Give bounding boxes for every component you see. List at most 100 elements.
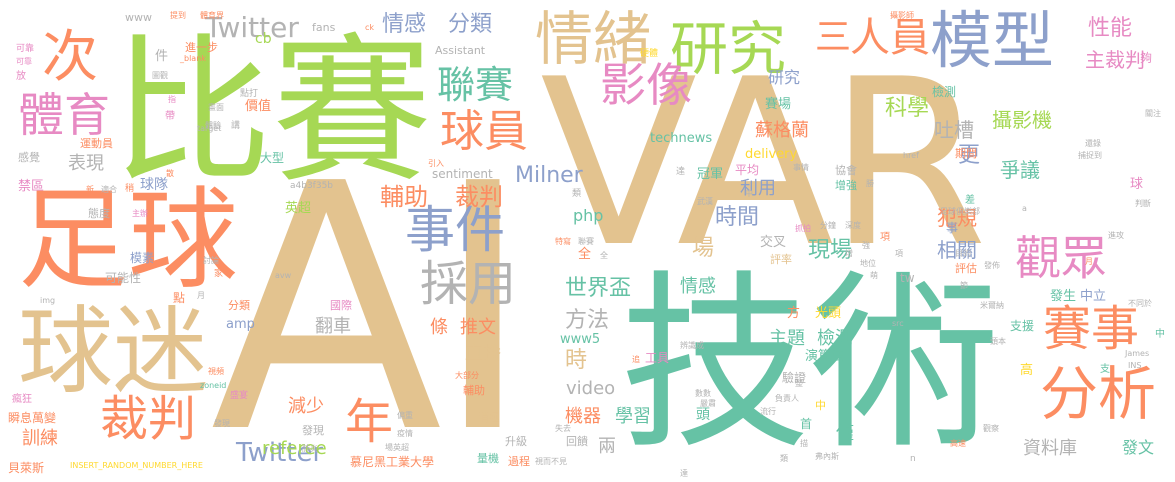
word-dian: 點 [173, 291, 186, 305]
word-shierbujian: 視而不見 [535, 457, 567, 466]
word-ai: AI [210, 112, 533, 482]
word-jiqi: 機器 [565, 406, 601, 427]
word-fang: 方 [787, 306, 801, 321]
word-qijian: 期間 [955, 147, 977, 160]
word-shihe: 適合 [101, 185, 117, 194]
word-n: n [910, 454, 916, 464]
word-kenengxing: 可能性 [105, 271, 142, 285]
word-jian: 件 [155, 49, 169, 64]
word-zhiyuan: 支援 [1010, 319, 1035, 333]
word-caipan-small: 裁判 [455, 183, 503, 211]
word-fenzhong: 分鐘 [820, 221, 836, 230]
word-qinggan-2: 情感 [680, 276, 716, 297]
word-biaoxian: 表現 [68, 153, 104, 174]
word-fans: fans [312, 21, 336, 34]
word-feiyan: 肺炎 [302, 444, 318, 453]
word-yingxiang: 影像 [600, 58, 692, 112]
word-guangtou: 光頭 [815, 306, 842, 321]
word-zhong: 中 [815, 399, 826, 412]
word-zuqiujulebu: 足球俱樂部 [940, 207, 980, 216]
word-pinggu: 評估 [955, 262, 977, 275]
word-shunxi: 瞬息萬變 [8, 411, 57, 425]
word-shijiebei: 世界盃 [565, 276, 632, 301]
word-munich-tu: 慕尼黑工業大學 [350, 455, 435, 469]
word-gaosu: 高速 [950, 439, 966, 448]
word-fenlei-small: 分類 [228, 299, 250, 312]
word-taidu: 態度 [88, 207, 110, 220]
word-panduan: 判斷 [1135, 199, 1151, 208]
word-xiangguan: 相關 [937, 238, 977, 262]
word-zengqiang: 增強 [835, 179, 857, 192]
word-qiudui: 球隊 [140, 177, 168, 193]
word-shijian-time: 時間 [715, 205, 760, 230]
word-tidao: 提到 [170, 11, 186, 20]
word-huikui: 回饋 [566, 435, 588, 448]
word-sugelan: 蘇格蘭 [755, 120, 809, 141]
word-guoji: 國際 [330, 299, 352, 312]
word-yiqing: 疫情 [397, 429, 413, 438]
word-xuexi: 學習 [615, 406, 651, 427]
word-quan-small: 全 [600, 251, 608, 260]
word-huamian: 畫面 [208, 103, 224, 112]
word-tw: tw [900, 271, 915, 285]
word-tucao: 吐槽 [934, 118, 974, 142]
word-ins: INS [1128, 361, 1142, 370]
word-qiang: 強 [862, 241, 870, 250]
word-geng: 更 [958, 143, 981, 168]
word-ziliaoku: 資料庫 [1023, 438, 1077, 459]
word-renyuan: 人員 [850, 15, 930, 61]
word-shijian: 事件 [405, 201, 505, 259]
word-nian: 年 [345, 394, 394, 450]
word-www5: www5 [560, 332, 601, 347]
word-xin: 新 [86, 185, 94, 194]
word-mosu: 模素 [130, 251, 155, 265]
word-guancha: 觀察 [983, 424, 999, 433]
word-shi: 時 [565, 348, 588, 373]
word-referee: referee [262, 438, 327, 459]
word-saichang: 賽場 [765, 97, 792, 112]
word-tiyan: 體驗 [205, 121, 221, 130]
word-sentiment: sentiment [432, 167, 493, 181]
word-quan: 全 [578, 247, 592, 262]
word-sheng: 勝 [866, 179, 874, 188]
word-zhucaipan: 主裁判 [1085, 48, 1145, 72]
word-qiuyuan: 球員 [440, 106, 528, 157]
word-liuxing: 流行 [760, 407, 776, 416]
word-huanlu: 還錄 [1085, 139, 1101, 148]
word-meng: 萌 [870, 271, 878, 280]
word-a: a [1022, 204, 1027, 213]
word-gongju: 工具 [645, 351, 670, 365]
word-caiyong: 採用 [420, 256, 517, 312]
word-lei: 類 [572, 189, 582, 199]
word-san: 三 [815, 17, 852, 58]
word-technews: technews [650, 131, 713, 146]
word-fasheng: 發生 [1050, 289, 1077, 304]
word-zhibo: 直播 [465, 343, 501, 364]
word-avw: avw [275, 271, 292, 280]
word-tiao: 條 [430, 317, 448, 338]
word-xianchang: 現場 [808, 238, 853, 263]
word-bisai: 比賽 [112, 18, 433, 205]
word-lei-2: 類 [780, 454, 788, 463]
word-cb: cb [255, 31, 272, 47]
word-qiumi: 球迷 [18, 297, 209, 407]
word-twitter-2: Twitter [236, 438, 324, 468]
word-xiehui: 協會 [835, 164, 857, 177]
word-ck: ck [365, 23, 375, 32]
word-sheyingshi: 攝影師 [890, 11, 914, 20]
word-zheng: 整 [795, 379, 803, 388]
word-chang: 場 [692, 236, 715, 261]
word-moxing: 模型 [930, 4, 1055, 77]
word-miao: 描 [800, 439, 808, 448]
word-san-scatter: 散 [166, 169, 174, 178]
word-gou: 夠 [1140, 51, 1153, 65]
word-jiazhi: 價值 [245, 99, 272, 114]
word-guanzhu: 關注 [1145, 109, 1161, 118]
word-daxing: 大型 [260, 151, 285, 165]
word-zhuban: 主辦 [132, 209, 148, 218]
word-jingong: 進攻 [1108, 231, 1124, 240]
word-taolun: 討論 [203, 256, 219, 265]
word-shi-event: 事 [946, 221, 959, 235]
word-mudi: 目的 [955, 249, 971, 258]
